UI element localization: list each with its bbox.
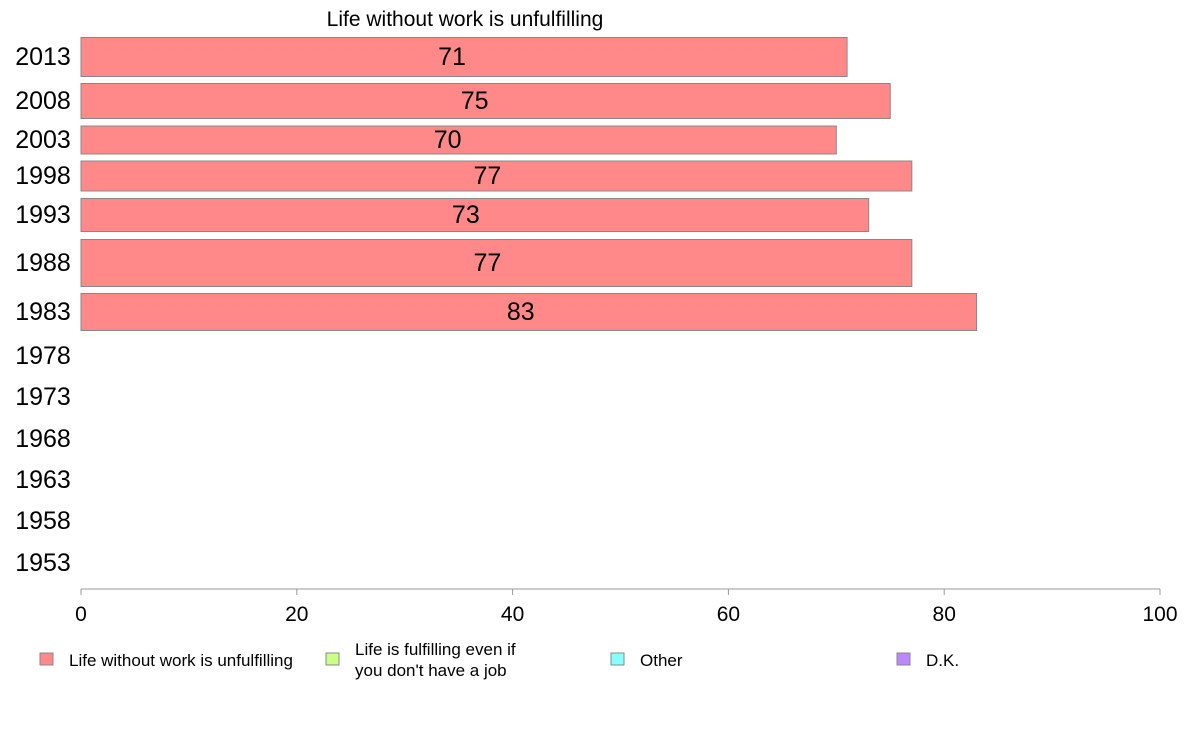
- x-tick-label-60: 60: [717, 603, 740, 626]
- y-tick-label-1953: 1953: [15, 549, 71, 577]
- legend-item-4: D.K.: [896, 651, 959, 670]
- bar-label-2003: 70: [434, 126, 462, 154]
- bar-label-1988: 77: [474, 249, 502, 277]
- bar-1998: [80, 160, 913, 192]
- y-tick-label-1993: 1993: [15, 201, 71, 229]
- y-tick-label-1958: 1958: [15, 507, 71, 535]
- bar-label-2013: 71: [438, 43, 466, 71]
- bar-2008: [80, 83, 891, 119]
- y-tick-label-1988: 1988: [15, 249, 71, 277]
- x-tick-label-100: 100: [1142, 603, 1177, 626]
- y-tick-label-2003: 2003: [15, 126, 71, 154]
- legend-item-3: Other: [610, 651, 683, 670]
- bar-label-1998: 77: [474, 162, 502, 190]
- bar-2003: [80, 125, 837, 155]
- y-tick-label-1973: 1973: [15, 383, 71, 411]
- y-tick-label-2013: 2013: [15, 43, 71, 71]
- y-tick-label-1998: 1998: [15, 162, 71, 190]
- legend-label: D.K.: [926, 651, 959, 670]
- y-tick-label-1978: 1978: [15, 342, 71, 370]
- y-axis-labels: 2013 2008 2003 1998 1993 1988 1983 1978 1973 1968…: [15, 43, 71, 577]
- legend-swatch: [325, 652, 340, 666]
- legend-swatch: [39, 652, 54, 666]
- y-tick-label-1983: 1983: [15, 298, 71, 326]
- y-tick-label-1968: 1968: [15, 425, 71, 453]
- legend-label: Life is fulfilling even if: [355, 640, 516, 659]
- bar-1988: [80, 239, 913, 287]
- legend-label: Other: [640, 651, 683, 670]
- legend-label: Life without work is unfulfilling: [69, 651, 293, 670]
- bar-1983: [80, 293, 978, 331]
- legend-label: you don't have a job: [355, 661, 507, 680]
- bar-2013: [80, 37, 848, 77]
- legend-swatch: [896, 652, 911, 666]
- legend-item-2: Life is fulfilling even if you don't have…: [325, 640, 516, 680]
- x-tick-label-20: 20: [285, 603, 308, 626]
- legend-swatch: [610, 652, 625, 666]
- bar-label-1993: 73: [452, 201, 480, 229]
- x-tick-label-0: 0: [75, 603, 87, 626]
- y-tick-label-1963: 1963: [15, 466, 71, 494]
- legend-item-1: Life without work is unfulfilling: [39, 651, 293, 670]
- y-tick-label-2008: 2008: [15, 87, 71, 115]
- legend: Life without work is unfulfilling Life is…: [39, 640, 959, 680]
- bar-1993: [80, 198, 870, 232]
- bar-label-2008: 75: [461, 87, 489, 115]
- x-axis: 0 20 40 60 80 100: [75, 588, 1178, 626]
- bar-label-1983: 83: [507, 298, 535, 326]
- chart-title: Life without work is unfulfilling: [327, 8, 604, 31]
- x-tick-label-40: 40: [501, 603, 524, 626]
- x-tick-label-80: 80: [933, 603, 956, 626]
